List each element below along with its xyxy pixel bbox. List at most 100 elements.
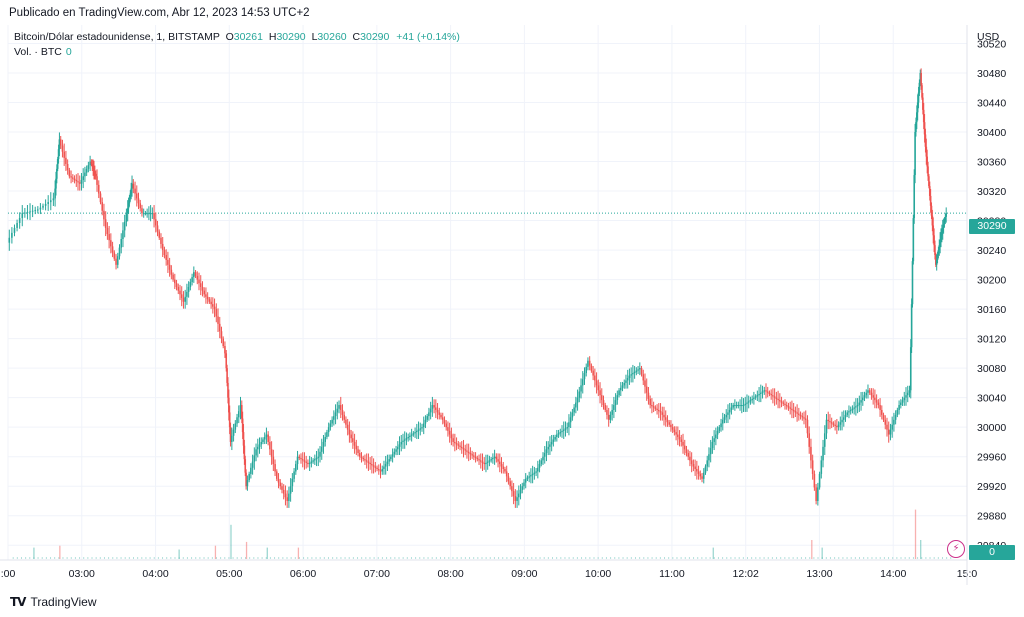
candle-body <box>376 467 378 469</box>
x-tick-label: 12:02 <box>733 568 759 580</box>
candle-body <box>944 216 947 221</box>
candle-body <box>514 496 517 501</box>
candle-body <box>656 408 658 410</box>
high-value: 30290 <box>276 31 306 43</box>
candle-body <box>645 386 648 393</box>
price-chart[interactable]: :00 03:00 04:00 05:00 06:00 07:00 08:00 09:00 10… <box>0 25 1024 585</box>
candle-body <box>203 290 205 295</box>
candle-body <box>374 466 377 468</box>
candle-body <box>473 455 475 457</box>
candle-body <box>592 370 594 376</box>
candle-body <box>326 432 328 438</box>
candle-body <box>59 139 62 146</box>
candle-body <box>319 451 321 457</box>
candle-body <box>595 380 598 386</box>
candle-body <box>400 441 403 445</box>
candle-body <box>543 453 546 457</box>
candle-body <box>85 168 88 173</box>
candle-body <box>492 457 494 460</box>
candle-body <box>792 409 795 412</box>
candle-body <box>704 466 707 473</box>
candle-body <box>182 298 185 302</box>
candle-body <box>842 417 845 420</box>
candle-body <box>658 409 660 412</box>
candle-body <box>834 424 836 426</box>
y-tick-label: 30080 <box>977 363 1006 375</box>
candle-body <box>511 486 513 492</box>
candle-body <box>267 434 269 442</box>
candle-body <box>723 417 726 420</box>
candle-body <box>860 400 862 403</box>
candle-body <box>198 279 200 284</box>
candle-body <box>396 446 399 450</box>
candle-body <box>644 380 646 387</box>
candle-body <box>635 370 638 372</box>
candle-body <box>213 306 216 310</box>
candle-body <box>495 456 498 460</box>
candle-body <box>137 198 140 204</box>
candle-body <box>94 171 96 174</box>
candle-body <box>118 247 121 257</box>
candle-body <box>633 371 636 374</box>
candle-body <box>139 203 142 209</box>
candle-body <box>251 461 254 468</box>
candle-body <box>798 413 800 415</box>
candle-body <box>794 411 797 413</box>
candle-body <box>180 294 183 299</box>
candle-body <box>849 409 852 412</box>
flash-icon[interactable]: ⚡ <box>947 540 965 558</box>
candle-body <box>443 419 446 424</box>
candle-body <box>395 449 397 452</box>
candle-body <box>419 428 422 430</box>
candle-body <box>101 202 104 211</box>
candle-body <box>935 254 937 265</box>
candle-body <box>250 467 252 474</box>
candle-body <box>194 272 197 276</box>
chart-area[interactable]: :00 03:00 04:00 05:00 06:00 07:00 08:00 09:00 10… <box>0 25 1024 585</box>
candle-body <box>240 405 243 419</box>
y-tick-label: 30200 <box>977 275 1006 287</box>
y-tick-label: 29960 <box>977 452 1006 464</box>
candle-body <box>694 466 696 469</box>
candle-body <box>739 405 741 407</box>
candle-body <box>542 456 544 461</box>
candle-body <box>640 368 643 375</box>
candle-body <box>879 405 881 410</box>
candle-body <box>941 227 944 232</box>
candle-body <box>760 392 762 394</box>
candle-body <box>789 407 791 409</box>
candle-body <box>583 373 586 380</box>
candle-body <box>942 224 945 228</box>
candle-body <box>670 424 672 428</box>
candle-body <box>573 407 575 413</box>
candle-body <box>141 208 143 214</box>
candle-body <box>445 423 447 428</box>
candle-body <box>815 487 817 501</box>
candle-body <box>187 286 190 292</box>
candle-body <box>154 219 157 226</box>
candle-body <box>127 203 130 209</box>
candle-body <box>915 122 917 132</box>
candle-body <box>628 375 631 378</box>
candle-body <box>509 481 511 487</box>
candle-body <box>500 464 503 467</box>
candle-body <box>715 434 717 439</box>
candle-body <box>467 451 470 453</box>
footer-brand[interactable]: 𝗧𝗩 TradingView <box>10 595 97 609</box>
candle-body <box>350 434 352 439</box>
candle-body <box>73 178 76 180</box>
candle-body <box>485 462 487 465</box>
candle-body <box>151 213 154 215</box>
candle-body <box>770 393 772 396</box>
candle-body <box>417 429 420 431</box>
last-volume-tag: 0 <box>969 545 1015 560</box>
candle-body <box>478 459 480 461</box>
candle-body <box>673 429 676 433</box>
candle-body <box>616 395 619 401</box>
candle-body <box>765 390 767 392</box>
candle-body <box>11 232 13 238</box>
candle-body <box>454 441 456 444</box>
candle-body <box>334 412 337 417</box>
candle-body <box>744 403 747 406</box>
candle-body <box>391 454 394 457</box>
